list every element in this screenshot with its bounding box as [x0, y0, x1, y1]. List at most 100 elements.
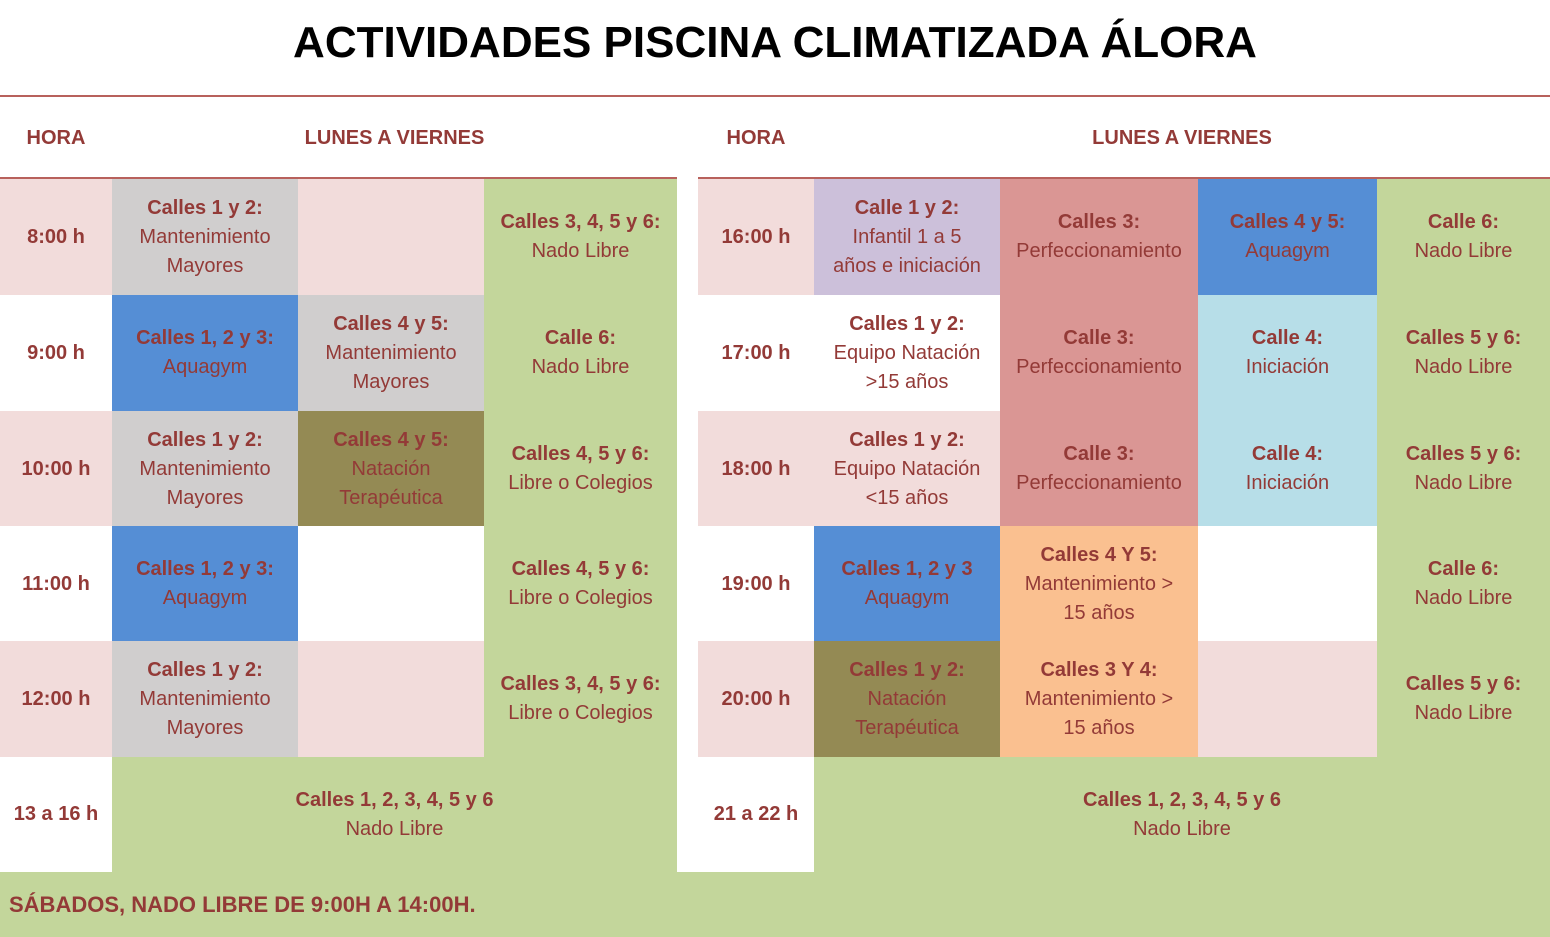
cell-line: Nado Libre [1414, 587, 1513, 609]
cell-line: Nado Libre [531, 356, 630, 378]
cell-line: Perfeccionamiento [1016, 472, 1182, 494]
right-header-days: LUNES A VIERNES [1092, 127, 1272, 149]
cell-title: Calles 1 y 2: [147, 658, 263, 681]
cell-title: Calles 1, 2 y 3 [841, 558, 973, 580]
cell-title: Calles 4, 5 y 6: [511, 443, 650, 465]
cell-title: Calles 3, 4, 5 y 6: [500, 211, 661, 233]
cell-title: 18:00 h [721, 457, 791, 480]
activity-cell: Calles 3 Y 4: Mantenimiento > 15 años [1000, 641, 1198, 757]
cell-title: 17:00 h [721, 341, 791, 364]
cell-title: 16:00 h [721, 225, 791, 248]
cell-title: 11:00 h [22, 572, 90, 595]
cell-line: Equipo Natación [833, 457, 981, 480]
cell-title: 12:00 h [21, 687, 91, 710]
cell-title: Calles 1 y 2: [849, 428, 965, 451]
cell-line: Iniciación [1245, 356, 1330, 378]
cell-title: Calles 4 y 5: [333, 312, 449, 335]
activity-cell: Calles 1 y 2: Equipo Natación >15 años [814, 295, 1000, 411]
cell-title: Calles 3: [1057, 211, 1141, 233]
cell-line: Natación [867, 687, 947, 710]
activity-cell: Calle 1 y 2: Infantil 1 a 5 años e iniciac… [814, 179, 1000, 295]
activity-cell: Calles 1, 2 y 3: Aquagym [112, 526, 298, 642]
activity-cell: Calles 1, 2 y 3 Aquagym [814, 526, 1000, 642]
cell-line: Nado Libre [1414, 472, 1513, 494]
cell-line: Aquagym [1245, 240, 1330, 262]
activity-cell: Calle 6: Nado Libre [1377, 179, 1550, 295]
cell-line: Mayores [166, 486, 244, 509]
cell-line: Mantenimiento [139, 687, 271, 710]
activity-cell: Calles 1 y 2: Mantenimiento Mayores [112, 179, 298, 295]
activity-cell: Calle 4: Iniciación [1198, 411, 1377, 527]
activity-cell: Calle 6: Nado Libre [1377, 526, 1550, 642]
activity-cell [1198, 641, 1377, 757]
cell-line: Aquagym [162, 587, 248, 609]
cell-line: Natación [351, 457, 431, 480]
hour-label: 11:00 h [0, 526, 112, 642]
cell-title: Calle 6: [1427, 558, 1500, 580]
cell-line: Mantenimiento > [1024, 572, 1174, 595]
cell-line: Perfeccionamiento [1016, 240, 1182, 262]
cell-title: 21 a 22 h [713, 803, 799, 825]
cell-line: Iniciación [1245, 472, 1330, 494]
activity-cell: Calles 5 y 6: Nado Libre [1377, 295, 1550, 411]
cell-line: Libre o Colegios [508, 472, 653, 494]
cell-title: Calles 4 y 5: [1229, 211, 1346, 233]
cell-line: Nado Libre [1414, 702, 1513, 724]
cell-line: Libre o Colegios [508, 702, 653, 724]
activity-cell: Calles 4, 5 y 6: Libre o Colegios [484, 526, 677, 642]
cell-title: Calles 4 y 5: [333, 428, 449, 451]
hour-label: 10:00 h [0, 411, 112, 527]
cell-title: Calles 1 y 2: [147, 196, 263, 219]
cell-title: Calles 1, 2, 3, 4, 5 y 6 [295, 788, 494, 811]
cell-title: 19:00 h [721, 572, 791, 595]
right-header-divider [698, 177, 1550, 179]
hour-label: 17:00 h [698, 295, 814, 411]
cell-line: Terapéutica [339, 486, 443, 509]
cell-title: Calles 4 Y 5: [1040, 543, 1158, 566]
cell-line: Equipo Natación [833, 341, 981, 364]
cell-line: 15 años [1063, 716, 1135, 739]
hour-label: 8:00 h [0, 179, 112, 295]
hour-label: 12:00 h [0, 641, 112, 757]
cell-title: Calle 3: [1063, 443, 1135, 465]
cell-line: 15 años [1063, 601, 1135, 624]
activity-cell: Calles 4, 5 y 6: Libre o Colegios [484, 411, 677, 527]
hour-label: 13 a 16 h [0, 757, 112, 872]
cell-title: Calle 1 y 2: [854, 196, 960, 219]
cell-line: Nado Libre [345, 817, 444, 840]
hour-label: 19:00 h [698, 526, 814, 642]
cell-line: Mayores [352, 370, 430, 393]
cell-title: Calles 3, 4, 5 y 6: [500, 673, 661, 695]
cell-title: 9:00 h [27, 341, 85, 364]
activity-cell: Calle 6: Nado Libre [484, 295, 677, 411]
left-header-days: LUNES A VIERNES [304, 127, 485, 149]
activity-cell: Calles 1, 2, 3, 4, 5 y 6 Nado Libre [814, 757, 1550, 872]
cell-title: 10:00 h [21, 457, 91, 480]
cell-line: Mayores [166, 716, 244, 739]
cell-line: Infantil 1 a 5 [852, 225, 962, 248]
cell-line: <15 años [865, 486, 949, 509]
activity-cell: Calles 5 y 6: Nado Libre [1377, 411, 1550, 527]
cell-title: Calle 6: [544, 327, 617, 349]
activity-cell: Calle 3: Perfeccionamiento [1000, 411, 1198, 527]
cell-line: Aquagym [864, 587, 950, 609]
cell-line: Libre o Colegios [508, 587, 653, 609]
activity-cell: Calles 4 y 5: Natación Terapéutica [298, 411, 484, 527]
cell-line: Mantenimiento [139, 225, 271, 248]
cell-line: Nado Libre [1414, 356, 1513, 378]
cell-title: Calles 5 y 6: [1405, 673, 1522, 695]
cell-line: >15 años [865, 370, 949, 393]
activity-cell: Calles 1, 2 y 3: Aquagym [112, 295, 298, 411]
cell-title: Calles 1, 2, 3, 4, 5 y 6 [1083, 788, 1281, 811]
hour-label: 21 a 22 h [698, 757, 814, 872]
cell-title: Calles 3 Y 4: [1040, 658, 1158, 681]
hour-label: 9:00 h [0, 295, 112, 411]
cell-title: Calles 1, 2 y 3: [136, 327, 274, 349]
cell-title: Calles 5 y 6: [1405, 327, 1522, 349]
cell-title: Calles 1 y 2: [849, 658, 965, 681]
cell-title: Calles 5 y 6: [1405, 443, 1522, 465]
cell-title: 8:00 h [27, 225, 85, 248]
activity-cell: Calles 1, 2, 3, 4, 5 y 6 Nado Libre [112, 757, 677, 872]
cell-line: Mantenimiento [139, 457, 271, 480]
activity-cell: Calles 1 y 2: Mantenimiento Mayores [112, 641, 298, 757]
